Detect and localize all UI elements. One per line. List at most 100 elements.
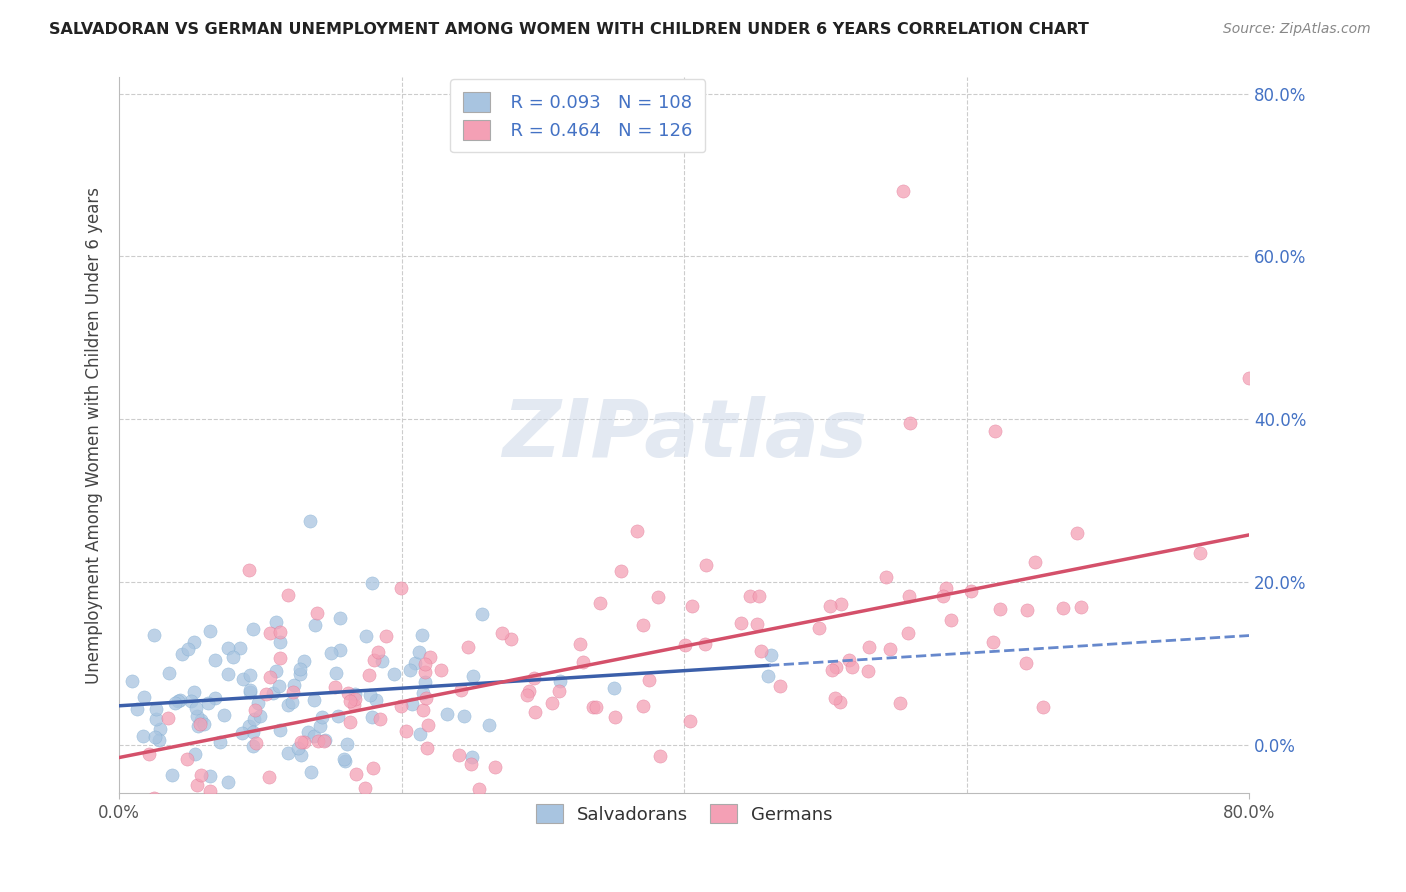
Point [756, 669, 779, 683]
Point [412, 686, 434, 700]
Point [187, 719, 209, 733]
Point [269, 723, 291, 738]
Point [344, 766, 367, 780]
Point [361, 710, 384, 724]
Point [160, 795, 183, 809]
Point [292, 735, 315, 749]
Point [1024, 555, 1046, 569]
Point [820, 599, 842, 613]
Point [824, 690, 846, 705]
Point [626, 524, 648, 538]
Point [238, 719, 260, 733]
Point [361, 576, 384, 591]
Point [254, 687, 277, 701]
Point [409, 727, 432, 741]
Point [132, 690, 155, 704]
Point [269, 624, 291, 639]
Point [138, 747, 160, 761]
Point [329, 610, 352, 624]
Point [184, 747, 207, 761]
Point [283, 677, 305, 691]
Point [769, 679, 792, 693]
Point [356, 629, 378, 643]
Point [603, 681, 626, 695]
Point [897, 626, 920, 640]
Point [572, 655, 595, 669]
Point [891, 185, 914, 199]
Point [188, 717, 211, 731]
Point [259, 626, 281, 640]
Point [450, 683, 472, 698]
Point [127, 702, 149, 716]
Point [145, 712, 167, 726]
Point [389, 698, 412, 713]
Point [695, 637, 717, 651]
Point [411, 628, 433, 642]
Text: ZIPatlas: ZIPatlas [502, 396, 866, 475]
Point [585, 700, 607, 714]
Point [547, 684, 569, 698]
Point [204, 691, 226, 706]
Point [165, 803, 187, 817]
Point [749, 644, 772, 658]
Point [517, 684, 540, 698]
Point [453, 709, 475, 723]
Point [366, 693, 388, 707]
Point [824, 660, 846, 674]
Point [302, 693, 325, 707]
Point [730, 615, 752, 630]
Point [149, 722, 172, 736]
Point [413, 674, 436, 689]
Point [209, 735, 232, 749]
Point [311, 710, 333, 724]
Point [548, 673, 571, 688]
Point [808, 621, 831, 635]
Point [343, 687, 366, 701]
Point [217, 775, 239, 789]
Point [648, 749, 671, 764]
Point [363, 653, 385, 667]
Point [238, 563, 260, 577]
Point [339, 693, 361, 707]
Point [569, 637, 592, 651]
Point [673, 638, 696, 652]
Point [239, 682, 262, 697]
Point [167, 694, 190, 708]
Point [287, 740, 309, 755]
Point [277, 747, 299, 761]
Text: Source: ZipAtlas.com: Source: ZipAtlas.com [1223, 22, 1371, 37]
Point [259, 669, 281, 683]
Point [290, 748, 312, 763]
Point [165, 696, 187, 710]
Point [197, 696, 219, 710]
Point [395, 723, 418, 738]
Point [484, 760, 506, 774]
Point [281, 695, 304, 709]
Y-axis label: Unemployment Among Women with Children Under 6 years: Unemployment Among Women with Children U… [86, 187, 103, 684]
Point [142, 628, 165, 642]
Point [269, 679, 291, 693]
Point [290, 735, 312, 749]
Point [416, 795, 439, 809]
Point [897, 590, 920, 604]
Point [336, 737, 359, 751]
Point [478, 718, 501, 732]
Point [145, 702, 167, 716]
Point [190, 768, 212, 782]
Point [297, 725, 319, 739]
Point [821, 663, 844, 677]
Point [1015, 656, 1038, 670]
Point [856, 664, 879, 678]
Point [374, 629, 396, 643]
Point [269, 635, 291, 649]
Point [266, 615, 288, 629]
Point [828, 695, 851, 709]
Point [363, 761, 385, 775]
Point [460, 757, 482, 772]
Point [217, 666, 239, 681]
Point [404, 657, 426, 671]
Point [305, 606, 328, 620]
Point [879, 641, 901, 656]
Point [239, 685, 262, 699]
Point [333, 754, 356, 768]
